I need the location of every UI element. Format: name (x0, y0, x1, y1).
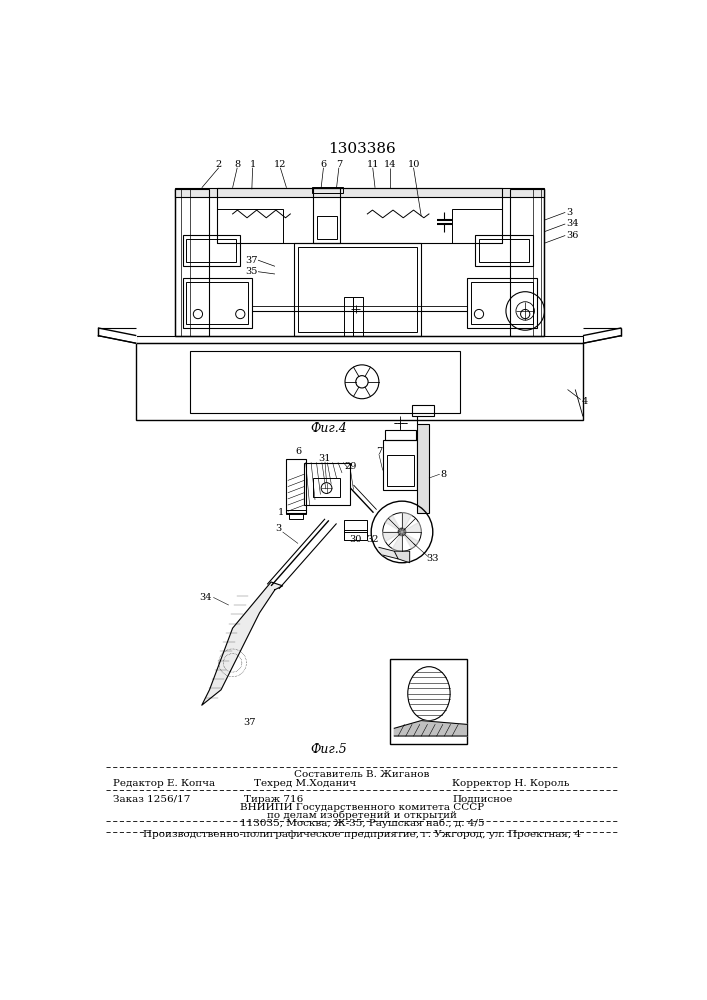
Circle shape (398, 528, 406, 536)
Text: Производственно-полиграфическое предприятие, г. Ужгород, ул. Проектная, 4: Производственно-полиграфическое предприя… (143, 830, 581, 839)
Bar (385, 430, 416, 440)
Text: 8: 8 (440, 470, 447, 479)
Bar (344, 530, 368, 540)
Bar (387, 455, 414, 486)
Text: 30: 30 (349, 535, 361, 544)
Text: Подписное: Подписное (452, 795, 513, 804)
Bar (312, 187, 343, 193)
Bar (510, 189, 544, 336)
Bar (217, 188, 502, 243)
Bar (412, 405, 434, 416)
Bar (217, 209, 283, 243)
Bar (304, 463, 351, 505)
Polygon shape (402, 513, 411, 532)
Text: 29: 29 (344, 462, 356, 471)
Bar (187, 282, 248, 324)
Bar (286, 459, 305, 513)
Bar (182, 278, 252, 328)
Bar (298, 247, 417, 332)
Polygon shape (402, 532, 419, 549)
Text: по делам изобретений и открытий: по делам изобретений и открытий (267, 811, 457, 820)
Text: 2: 2 (216, 160, 222, 169)
Text: 33: 33 (426, 554, 439, 563)
Polygon shape (392, 532, 402, 551)
Bar (475, 235, 533, 266)
Polygon shape (379, 547, 398, 559)
Text: 4: 4 (581, 397, 588, 406)
Bar (344, 297, 354, 336)
Text: 10: 10 (407, 160, 420, 169)
Text: 11: 11 (366, 160, 379, 169)
Text: 3: 3 (566, 208, 572, 217)
Polygon shape (395, 721, 467, 736)
Text: 34: 34 (566, 219, 578, 228)
Polygon shape (395, 551, 409, 563)
Text: 37: 37 (243, 718, 256, 727)
Bar (187, 239, 236, 262)
Bar (182, 235, 240, 266)
Bar (472, 282, 533, 324)
Bar (313, 188, 340, 243)
Bar (479, 239, 529, 262)
Text: Редактор Е. Копча: Редактор Е. Копча (113, 779, 216, 788)
Bar (294, 243, 421, 336)
Text: Техред М.Ходанич: Техред М.Ходанич (254, 779, 356, 788)
Bar (467, 278, 537, 328)
Bar (175, 189, 544, 336)
Bar (417, 424, 429, 513)
Bar (382, 440, 417, 490)
Bar (190, 351, 460, 413)
Polygon shape (98, 328, 136, 343)
Text: 31: 31 (319, 454, 332, 463)
Text: 7: 7 (375, 447, 382, 456)
Bar (317, 216, 337, 239)
Text: Фиг.5: Фиг.5 (310, 743, 347, 756)
Text: 8: 8 (234, 160, 240, 169)
Text: 37: 37 (245, 256, 258, 265)
Bar (390, 659, 467, 744)
Text: 32: 32 (366, 535, 379, 544)
Bar (344, 520, 368, 532)
Text: ВНИИПИ Государственного комитета СССР: ВНИИПИ Государственного комитета СССР (240, 803, 484, 812)
Text: 113035, Москва, Ж-35, Раушская наб., д. 4/5: 113035, Москва, Ж-35, Раушская наб., д. … (240, 818, 484, 828)
Text: 34: 34 (199, 593, 212, 602)
Bar (313, 478, 340, 497)
Bar (175, 189, 209, 336)
Text: 36: 36 (566, 231, 578, 240)
Polygon shape (201, 582, 283, 705)
Text: 35: 35 (245, 267, 258, 276)
Polygon shape (402, 522, 421, 532)
Text: 6: 6 (295, 447, 301, 456)
Text: 1: 1 (278, 508, 284, 517)
Text: 1303386: 1303386 (328, 142, 396, 156)
Bar (286, 510, 305, 514)
Text: Фиг.4: Фиг.4 (310, 422, 347, 434)
Text: 12: 12 (274, 160, 286, 169)
Bar (452, 209, 502, 243)
Polygon shape (385, 515, 402, 532)
Text: Тираж 716: Тираж 716 (244, 795, 303, 804)
Bar (136, 336, 583, 343)
Text: Корректор Н. Король: Корректор Н. Король (452, 779, 569, 788)
Bar (288, 513, 303, 519)
Text: 6: 6 (320, 160, 327, 169)
Bar (136, 343, 583, 420)
Polygon shape (382, 532, 402, 542)
Bar (354, 297, 363, 336)
Text: Составитель В. Жиганов: Составитель В. Жиганов (294, 770, 430, 779)
Text: 3: 3 (276, 524, 282, 533)
Text: 14: 14 (384, 160, 397, 169)
Text: 7: 7 (336, 160, 342, 169)
Text: 1: 1 (250, 160, 256, 169)
Bar (175, 188, 544, 197)
Text: Заказ 1256/17: Заказ 1256/17 (113, 795, 191, 804)
